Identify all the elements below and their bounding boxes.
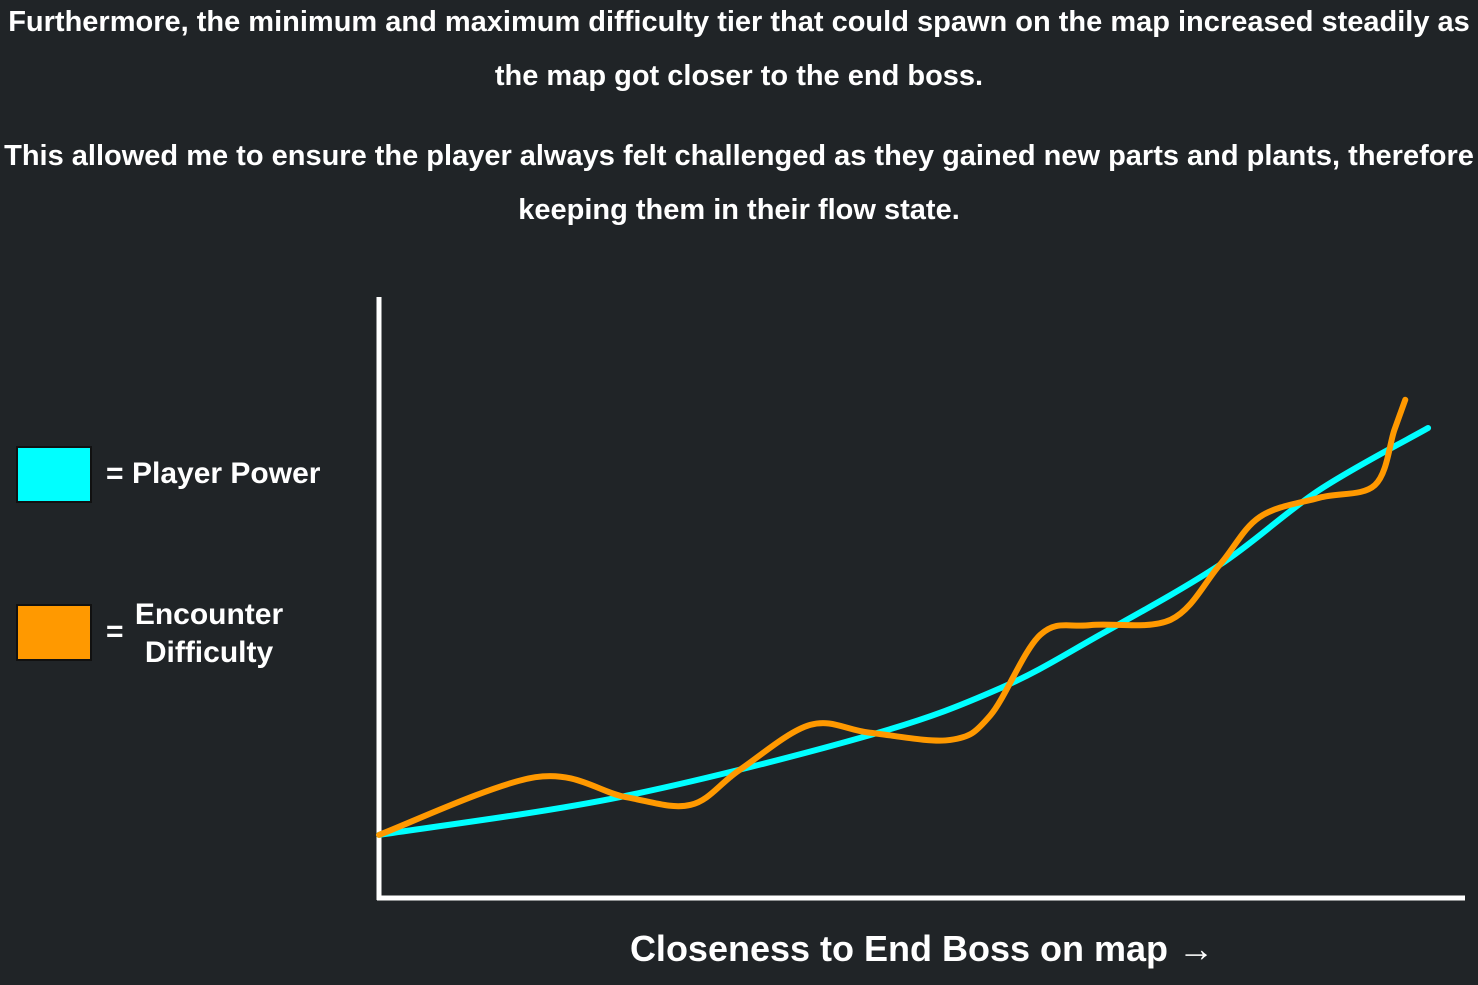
- legend-equals: =: [106, 615, 124, 648]
- x-axis-label: Closeness to End Boss on map →: [629, 928, 1215, 969]
- series-line: [376, 396, 1409, 838]
- paragraph: Furthermore, the minimum and maximum dif…: [8, 6, 1470, 92]
- legend-label: Encounter Difficulty: [134, 598, 284, 669]
- legend-label: Player Power: [132, 457, 321, 490]
- legend-equals: =: [106, 457, 124, 490]
- series-line: [376, 425, 1432, 838]
- legend-swatch: [16, 446, 92, 503]
- paragraph: This allowed me to ensure the player alw…: [4, 140, 1474, 226]
- legend-swatch: [16, 604, 92, 661]
